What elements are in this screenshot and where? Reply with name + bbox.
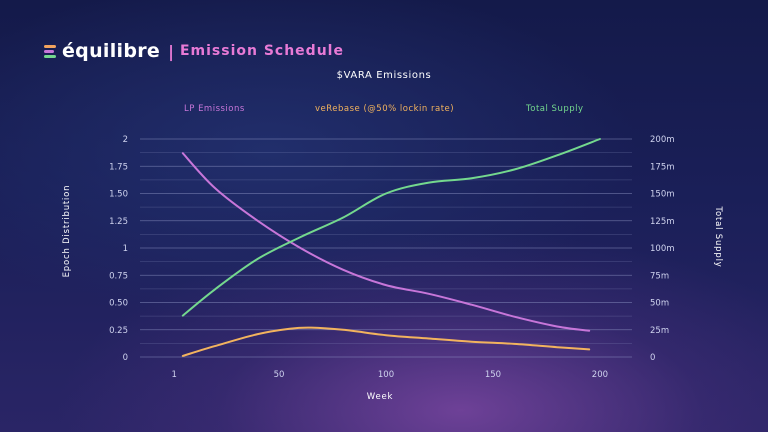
x-tick-label: 50: [274, 370, 285, 380]
y2-tick-label: 75m: [650, 271, 669, 281]
chart-title: $VARA Emissions: [336, 70, 432, 81]
equilibre-logo-icon: [44, 44, 58, 58]
x-tick-label: 1: [172, 370, 177, 380]
y-tick-label: 0.75: [109, 271, 128, 281]
y2-axis-title: Total Supply: [713, 205, 723, 267]
total-supply-line: [181, 138, 601, 317]
y2-tick-label: 175m: [650, 162, 675, 172]
page-subtitle: Emission Schedule: [179, 43, 344, 59]
y2-tick-label: 50m: [650, 299, 669, 309]
verebase-line: [181, 326, 591, 357]
brand-logo: équilibre | Emission Schedule: [44, 40, 344, 62]
y-tick-label: 1.25: [109, 217, 128, 227]
legend-lp-emissions: LP Emissions: [184, 104, 245, 114]
legend-verebase: veRebase (@50% lockin rate): [315, 104, 455, 114]
legend-total-supply: Total Supply: [526, 104, 584, 114]
y-axis-title: Epoch Distribution: [62, 185, 72, 278]
y-tick-label: 1.50: [109, 190, 128, 200]
y-tick-label: 0: [123, 353, 128, 363]
y-tick-label: 1.75: [109, 162, 128, 172]
brand-name: équilibre: [62, 40, 161, 62]
x-tick-label: 100: [378, 370, 394, 380]
x-tick-label: 200: [592, 370, 608, 380]
x-axis-title: Week: [367, 392, 394, 402]
y-tick-label: 1: [123, 244, 128, 254]
y2-tick-label: 25m: [650, 326, 669, 336]
brand-separator: |: [168, 41, 174, 61]
lp-emissions-line: [181, 152, 591, 332]
y2-tick-label: 0: [650, 353, 655, 363]
x-tick-label: 150: [485, 370, 501, 380]
y-tick-label: 0.25: [109, 326, 128, 336]
y2-tick-label: 125m: [650, 217, 675, 227]
y2-tick-label: 150m: [650, 190, 675, 200]
y-tick-label: 0.50: [109, 299, 128, 309]
y2-tick-label: 100m: [650, 244, 675, 254]
y-tick-label: 2: [123, 135, 128, 145]
y2-tick-label: 200m: [650, 135, 675, 145]
